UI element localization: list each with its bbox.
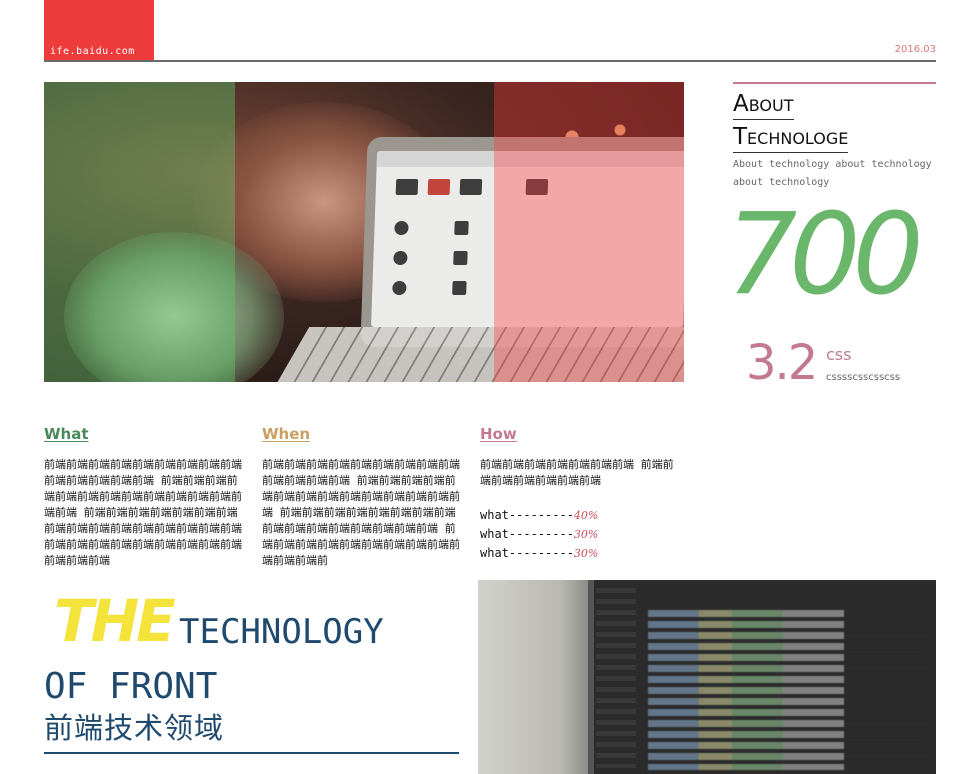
secondary-stat-label: css xyxy=(826,345,852,364)
when-heading[interactable]: When xyxy=(262,425,311,443)
stat-label: what--------- xyxy=(480,527,574,541)
what-heading[interactable]: What xyxy=(44,425,89,443)
headline-the: THE xyxy=(54,587,176,655)
big-stat-number: 700 xyxy=(726,190,924,320)
when-paragraph: 前端前端前端前端前端前端前端前端前端前端前端前端前端 前端前端前端前端前端前端前… xyxy=(262,458,460,567)
about-divider xyxy=(733,82,936,84)
header-divider xyxy=(44,60,936,62)
what-paragraph: 前端前端前端前端前端前端前端前端前端前端前端前端前端前端 前端前端前端前端前端前… xyxy=(44,458,242,567)
stat-row: what---------30% xyxy=(480,544,598,563)
how-heading[interactable]: How xyxy=(480,425,517,443)
file-tree-image xyxy=(596,588,636,768)
how-stats-list: what---------40% what---------30% what--… xyxy=(480,506,598,563)
red-tint-overlay xyxy=(494,82,684,382)
about-title-line1: About xyxy=(733,89,794,120)
about-description: About technology about technology about … xyxy=(733,159,932,188)
site-url[interactable]: ife.baidu.com xyxy=(50,46,135,57)
stat-percent: 30% xyxy=(573,528,599,541)
stat-row: what---------40% xyxy=(480,506,598,525)
about-title-line2: Technologe xyxy=(733,122,849,153)
headline-technology: TECHNOLOGY xyxy=(179,612,384,652)
stat-label: what--------- xyxy=(480,508,574,522)
green-tint-overlay xyxy=(44,82,235,382)
secondary-stat-number: 3.2 xyxy=(746,335,818,391)
stat-percent: 30% xyxy=(573,547,599,560)
logo-block: ife.baidu.com xyxy=(44,0,154,60)
stat-row: what---------30% xyxy=(480,525,598,544)
headline-underline xyxy=(44,752,459,754)
hero-blur-hand xyxy=(64,232,284,382)
stat-label: what--------- xyxy=(480,546,574,560)
headline-chinese: 前端技术领域 xyxy=(44,711,225,745)
code-editor-photo xyxy=(478,580,936,774)
how-paragraph: 前端前端前端前端前端前端前端 前端前端前端前端前端前端前端 xyxy=(480,458,674,487)
code-lines-image xyxy=(648,610,928,770)
hero-laptop-photo xyxy=(44,82,684,382)
issue-date: 2016.03 xyxy=(894,44,936,55)
headline-of-front: OF FRONT xyxy=(44,666,218,707)
secondary-stat-sublabel: csssscsscsscss xyxy=(826,372,901,383)
stat-percent: 40% xyxy=(573,509,599,522)
